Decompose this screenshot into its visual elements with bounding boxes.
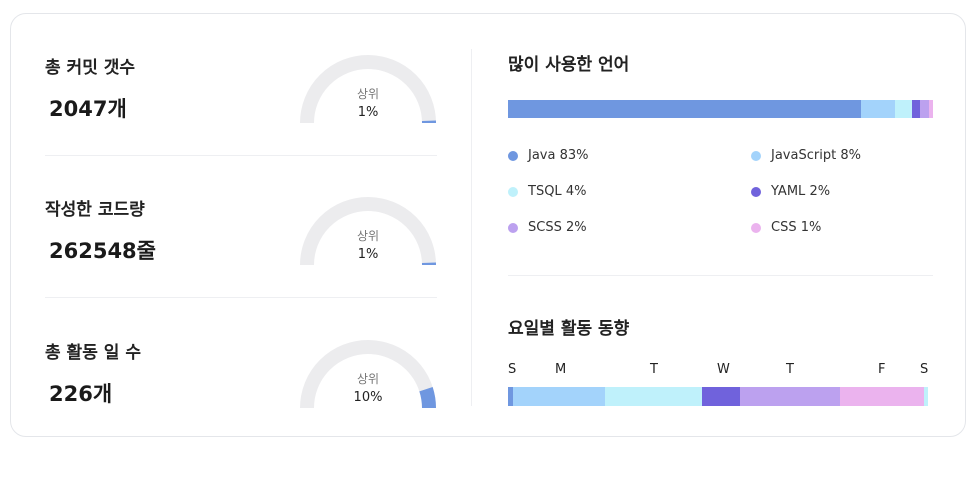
legend-item-java: Java 83% — [508, 148, 589, 163]
legend-label: CSS — [771, 220, 797, 235]
divider — [508, 275, 933, 276]
gauge-caption: 상위 — [297, 227, 439, 244]
activity-summary-card: 총 커밋 갯수 2047개 상위 1% 작성한 코드량 262548줄 상위 1… — [10, 13, 966, 437]
stat-code-lines: 작성한 코드량 262548줄 상위 1% — [45, 195, 437, 337]
weekday-label: F — [878, 362, 885, 377]
stat-value: 226개 — [49, 378, 112, 408]
legend-dot-icon — [508, 187, 518, 197]
weekday-label: S — [920, 362, 928, 377]
legend-percent: 2% — [809, 184, 830, 199]
stat-label: 총 활동 일 수 — [45, 338, 141, 363]
weekday-segment — [702, 387, 740, 406]
weekday-label: W — [717, 362, 730, 377]
gauge-percent: 1% — [297, 105, 439, 120]
legend-item-yaml: YAML 2% — [751, 184, 830, 199]
gauge-percent: 1% — [297, 247, 439, 262]
legend-percent: 1% — [801, 220, 822, 235]
weekday-segment — [924, 387, 928, 406]
legend-percent: 4% — [566, 184, 587, 199]
weekly-activity-title: 요일별 활동 동향 — [508, 314, 629, 339]
legend-label: Java — [528, 148, 555, 163]
legend-dot-icon — [508, 223, 518, 233]
language-segment — [861, 100, 895, 118]
language-segment — [912, 100, 921, 118]
legend-percent: 8% — [840, 148, 861, 163]
legend-label: YAML — [771, 184, 805, 199]
legend-item-css: CSS 1% — [751, 220, 821, 235]
stat-label: 총 커밋 갯수 — [45, 53, 135, 78]
weekday-segment — [840, 387, 924, 406]
divider — [45, 155, 437, 156]
language-segment — [895, 100, 912, 118]
weekday-activity-bar — [508, 387, 928, 406]
divider — [45, 297, 437, 298]
stat-active-days: 총 활동 일 수 226개 상위 10% — [45, 338, 437, 480]
language-segment — [508, 100, 861, 118]
language-share-bar — [508, 100, 933, 118]
gauge-caption: 상위 — [297, 370, 439, 387]
legend-percent: 83% — [560, 148, 589, 163]
stat-value: 2047개 — [49, 93, 127, 123]
legend-label: TSQL — [528, 184, 562, 199]
weekday-segment — [513, 387, 605, 406]
legend-item-tsql: TSQL 4% — [508, 184, 586, 199]
vertical-divider — [471, 49, 472, 406]
weekday-segment — [740, 387, 840, 406]
legend-item-javascript: JavaScript 8% — [751, 148, 861, 163]
legend-label: JavaScript — [771, 148, 836, 163]
legend-dot-icon — [751, 223, 761, 233]
stat-value: 262548줄 — [49, 235, 156, 265]
legend-percent: 2% — [566, 220, 587, 235]
weekday-segment — [605, 387, 702, 406]
legend-item-scss: SCSS 2% — [508, 220, 587, 235]
legend-dot-icon — [508, 151, 518, 161]
legend-dot-icon — [751, 187, 761, 197]
stat-label: 작성한 코드량 — [45, 195, 145, 220]
gauge-percent: 10% — [297, 390, 439, 405]
legend-label: SCSS — [528, 220, 562, 235]
gauge-caption: 상위 — [297, 85, 439, 102]
weekday-label: S — [508, 362, 516, 377]
weekday-label: T — [786, 362, 794, 377]
language-segment — [929, 100, 933, 118]
weekday-label: M — [555, 362, 566, 377]
weekday-label: T — [650, 362, 658, 377]
legend-dot-icon — [751, 151, 761, 161]
stat-total-commits: 총 커밋 갯수 2047개 상위 1% — [45, 53, 437, 195]
languages-title: 많이 사용한 언어 — [508, 50, 629, 75]
language-segment — [920, 100, 929, 118]
